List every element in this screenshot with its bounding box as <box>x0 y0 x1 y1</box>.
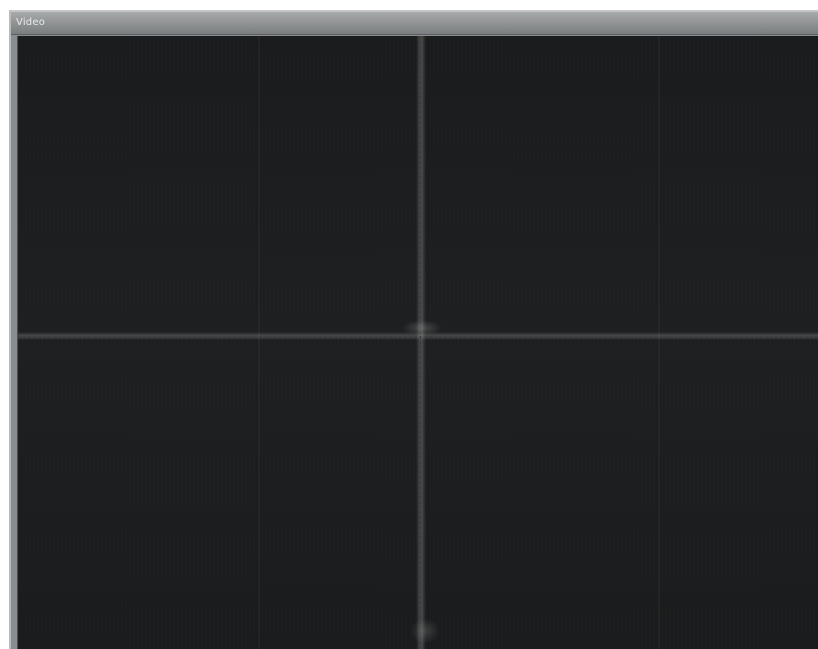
crosshair-horizontal-dash <box>18 336 818 337</box>
crosshair-horizontal <box>18 332 818 340</box>
video-window: Video <box>9 10 818 649</box>
title-bar[interactable]: Video <box>11 12 818 35</box>
video-bright-spot <box>410 618 440 644</box>
window-title: Video <box>16 17 46 28</box>
crosshair-vertical-dash <box>420 36 421 649</box>
video-artifact-line <box>258 36 260 649</box>
crosshair-vertical <box>416 36 426 649</box>
crosshair-center-highlight <box>402 320 442 336</box>
video-artifact-line <box>658 36 660 649</box>
video-viewport[interactable] <box>17 36 818 649</box>
